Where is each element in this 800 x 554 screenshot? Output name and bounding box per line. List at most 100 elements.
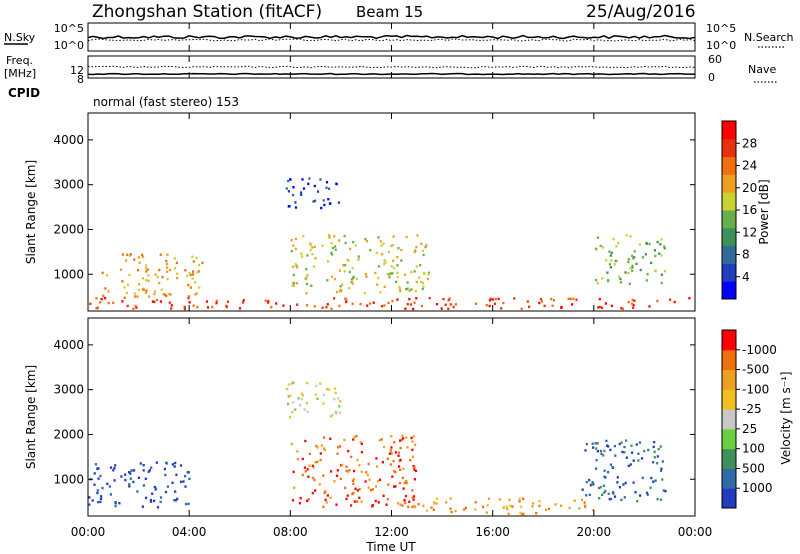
- velocity-cell: [347, 449, 350, 453]
- power-colorbar-tick-label: 28: [742, 136, 757, 150]
- velocity-cell: [554, 503, 557, 506]
- power-colorbar-tick-label: 8: [742, 248, 750, 262]
- velocity-cell: [386, 498, 389, 501]
- power-cell: [328, 234, 331, 237]
- power-cell: [191, 255, 194, 258]
- velocity-cell: [637, 452, 640, 455]
- power-cell: [571, 303, 574, 306]
- velocity-cell: [358, 488, 361, 491]
- velocity-cell: [350, 455, 353, 459]
- power-cell: [322, 199, 325, 202]
- velocity-cell: [341, 463, 344, 467]
- power-cell: [189, 273, 192, 277]
- velocity-cell: [547, 507, 550, 511]
- velocity-cell: [336, 452, 339, 455]
- velocity-cell: [632, 481, 635, 484]
- velocity-cell: [322, 402, 325, 405]
- power-cell: [374, 271, 377, 275]
- velocity-cell: [399, 458, 402, 462]
- velocity-cell: [324, 498, 327, 502]
- velocity-cell: [401, 476, 404, 480]
- power-colorbar-swatch: [722, 174, 736, 193]
- velocity-cell: [322, 447, 326, 450]
- power-cell: [308, 177, 311, 180]
- power-cell: [343, 234, 346, 238]
- velocity-cell: [398, 465, 401, 468]
- velocity-cell: [631, 451, 634, 454]
- velocity-cell: [647, 448, 650, 452]
- power-cell: [669, 298, 672, 301]
- power-cell: [325, 306, 328, 309]
- power-cell: [147, 274, 150, 277]
- velocity-cell: [378, 439, 381, 442]
- power-colorbar-swatch: [722, 138, 736, 158]
- power-cell: [392, 235, 395, 238]
- power-cell: [153, 300, 156, 304]
- velocity-cell: [164, 490, 168, 494]
- power-cell: [381, 253, 384, 256]
- power-cell: [313, 184, 316, 188]
- velocity-cell: [653, 456, 656, 459]
- velocity-cell: [413, 466, 416, 469]
- power-colorbar-swatch: [722, 121, 736, 140]
- nsearch-series: [87, 38, 696, 42]
- velocity-cell: [360, 442, 363, 446]
- velocity-cell: [519, 505, 522, 508]
- power-cell: [428, 296, 431, 300]
- power-cell: [403, 273, 407, 276]
- velocity-cell: [413, 468, 416, 471]
- power-cell: [436, 303, 439, 306]
- velocity-cell: [112, 469, 115, 472]
- velocity-cell: [613, 444, 616, 448]
- velocity-cell: [329, 415, 333, 418]
- power-cell: [144, 278, 148, 282]
- power-cell: [137, 288, 140, 292]
- power-cell: [601, 277, 604, 280]
- power-cell: [173, 257, 176, 260]
- velocity-cell: [352, 478, 356, 481]
- velocity-panel: [88, 381, 667, 516]
- power-cell: [659, 243, 662, 246]
- power-cell: [427, 271, 431, 274]
- velocity-cell: [364, 480, 367, 483]
- velocity-cell: [399, 468, 402, 471]
- velocity-cell: [463, 508, 466, 511]
- power-colorbar-tick-label: 12: [742, 225, 757, 239]
- velocity-cell: [316, 397, 319, 400]
- velocity-cell: [404, 501, 407, 505]
- power-cell: [126, 253, 129, 257]
- power-cell: [141, 287, 144, 291]
- power-cell: [95, 307, 98, 310]
- power-cell: [106, 274, 109, 277]
- velocity-cell: [334, 391, 337, 395]
- power-cell: [267, 299, 270, 303]
- velocity-cell: [287, 402, 290, 406]
- velocity-cell: [353, 435, 356, 439]
- power-axes-frame: [87, 112, 696, 312]
- freq-tick-bottom: 8: [77, 73, 84, 86]
- power-colorbar-swatch: [722, 281, 736, 300]
- velocity-cell: [598, 497, 601, 500]
- power-cell: [312, 200, 315, 203]
- power-cell: [294, 201, 297, 204]
- velocity-cell: [288, 416, 291, 419]
- power-cell: [126, 304, 129, 308]
- velocity-cell: [623, 496, 626, 499]
- velocity-cell: [129, 477, 132, 480]
- velocity-cell: [608, 497, 611, 501]
- velocity-cell: [159, 500, 162, 504]
- power-cell: [629, 235, 632, 238]
- xtick-label: 00:00: [71, 525, 106, 539]
- power-cell: [415, 265, 418, 268]
- velocity-cell: [338, 411, 341, 414]
- power-cell: [617, 242, 620, 245]
- velocity-cell: [142, 484, 145, 487]
- power-cell: [491, 298, 494, 301]
- power-cell: [292, 273, 295, 277]
- power-cell: [398, 285, 401, 289]
- velocity-cell: [139, 462, 142, 465]
- power-cell: [526, 300, 529, 303]
- power-cell: [645, 242, 648, 245]
- velocity-cell: [137, 476, 140, 479]
- power-cell: [289, 178, 292, 181]
